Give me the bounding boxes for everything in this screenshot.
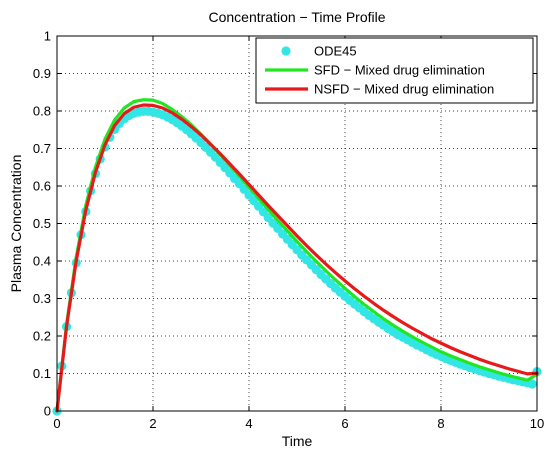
legend-item[interactable]: SFD − Mixed drug elimination bbox=[265, 63, 485, 78]
series-sfd-line bbox=[55, 98, 539, 413]
y-axis-label: Plasma Concentration bbox=[8, 155, 24, 293]
y-tick-label: 0.1 bbox=[33, 366, 51, 381]
y-tick-label: 0.6 bbox=[33, 179, 51, 194]
y-tick-label: 0.9 bbox=[33, 66, 51, 81]
y-tick-label: 0.2 bbox=[33, 329, 51, 344]
legend-label: SFD − Mixed drug elimination bbox=[314, 63, 485, 78]
y-tick-label: 0.4 bbox=[33, 254, 51, 269]
x-tick-label: 8 bbox=[437, 416, 444, 431]
legend-item[interactable]: ODE45 bbox=[281, 44, 357, 59]
axis-ticks: 0 2 4 6 8 10 0 0.1 0.2 0.3 0.4 0.5 0.6 0.7 0.8 0.9 1 bbox=[33, 29, 544, 432]
legend-label: ODE45 bbox=[314, 44, 357, 59]
y-tick-label: 0.7 bbox=[33, 141, 51, 156]
data-point bbox=[527, 379, 537, 389]
y-tick-label: 0.5 bbox=[33, 216, 51, 231]
legend-marker bbox=[281, 46, 291, 56]
legend-item[interactable]: NSFD − Mixed drug elimination bbox=[265, 82, 494, 97]
x-tick-label: 0 bbox=[53, 416, 60, 431]
y-tick-label: 0.8 bbox=[33, 104, 51, 119]
legend-label: NSFD − Mixed drug elimination bbox=[314, 82, 494, 97]
y-tick-label: 0 bbox=[44, 404, 51, 419]
y-tick-label: 0.3 bbox=[33, 291, 51, 306]
x-axis-label: Time bbox=[282, 433, 313, 449]
y-tick-label: 1 bbox=[44, 29, 51, 44]
series-nsfd-line bbox=[55, 103, 539, 413]
x-tick-label: 6 bbox=[341, 416, 348, 431]
plot-area bbox=[52, 98, 542, 416]
x-tick-label: 10 bbox=[530, 416, 544, 431]
x-tick-label: 4 bbox=[245, 416, 252, 431]
legend[interactable]: ODE45 SFD − Mixed drug elimination NSFD − … bbox=[255, 37, 534, 104]
chart-title: Concentration − Time Profile bbox=[208, 9, 385, 25]
x-tick-label: 2 bbox=[149, 416, 156, 431]
